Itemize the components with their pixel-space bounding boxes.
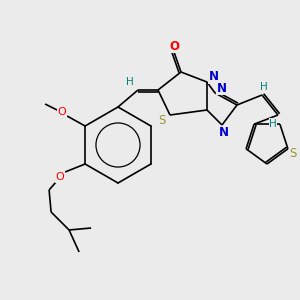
- Text: N: N: [217, 82, 227, 94]
- Text: N: N: [219, 127, 229, 140]
- Text: O: O: [58, 107, 67, 117]
- Text: O: O: [56, 172, 64, 182]
- Text: N: N: [209, 70, 219, 83]
- Text: H: H: [126, 77, 134, 87]
- Text: S: S: [158, 115, 166, 128]
- Text: H: H: [260, 82, 268, 92]
- Text: H: H: [269, 119, 277, 129]
- Text: S: S: [289, 147, 297, 160]
- Text: O: O: [169, 40, 179, 52]
